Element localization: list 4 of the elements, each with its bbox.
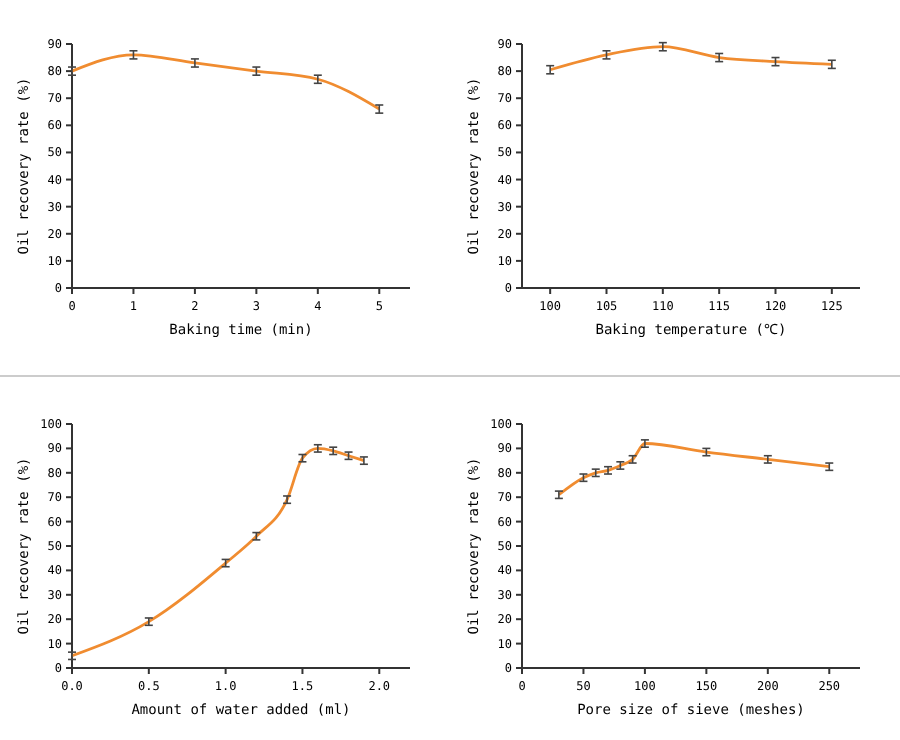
line-series: [548, 45, 834, 72]
line-series: [70, 53, 381, 111]
line-series: [557, 442, 831, 497]
line-series: [70, 447, 366, 658]
